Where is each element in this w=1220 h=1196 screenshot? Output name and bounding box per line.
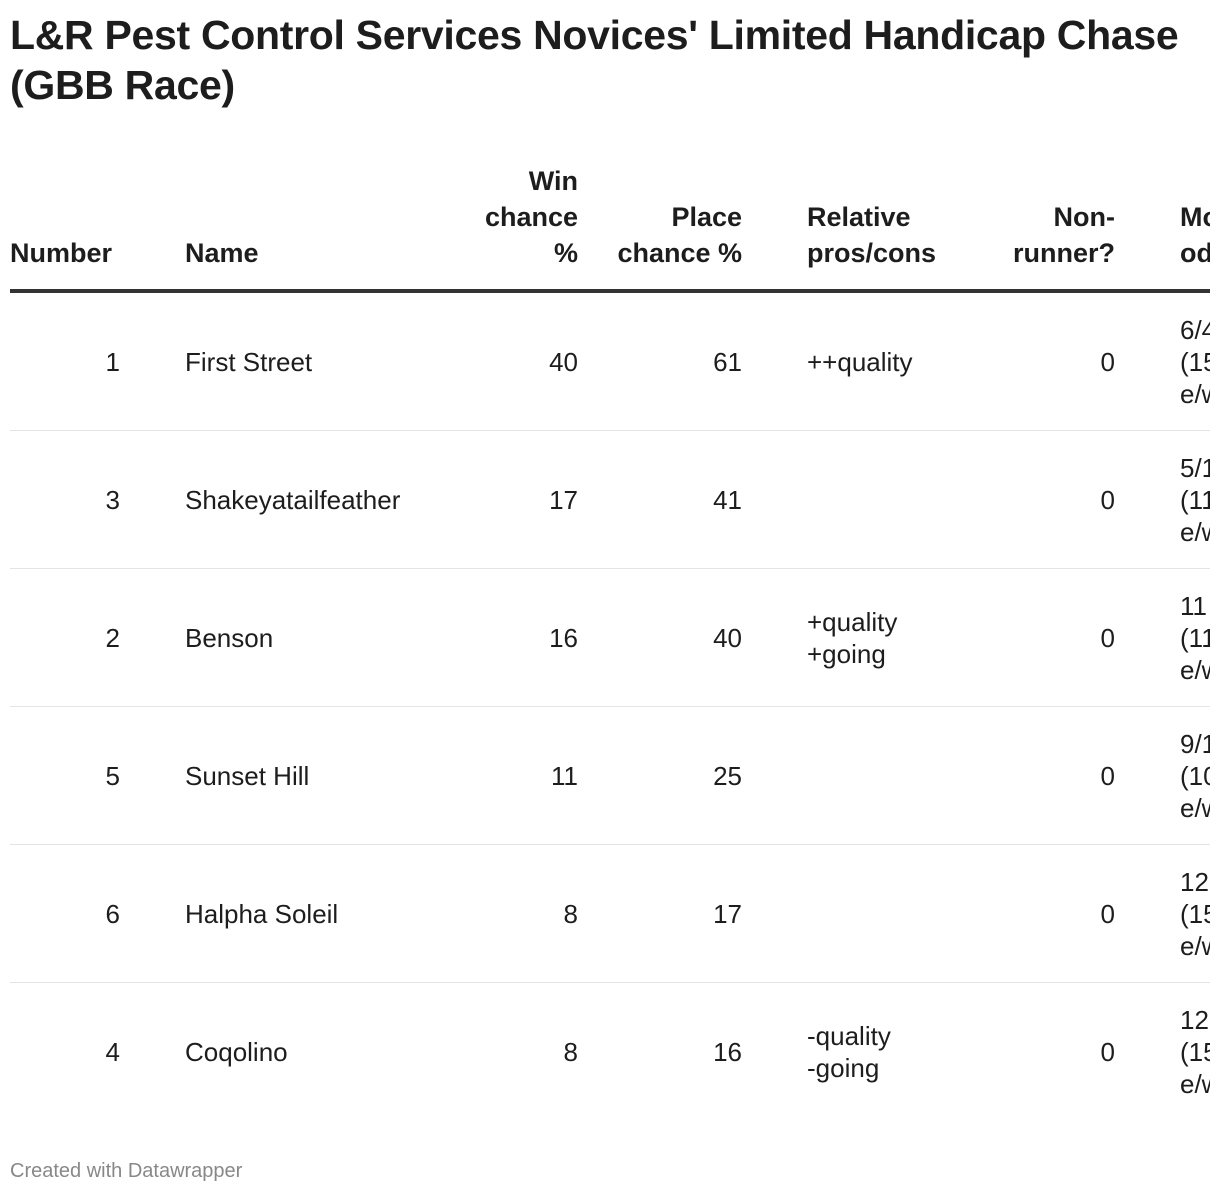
table-cell: 16	[713, 1036, 742, 1067]
table-row: 1 First Street 40 61 ++quality 0 6/4 (15 e/w	[10, 293, 1210, 431]
table-cell: 12 (15 e/w	[1180, 1004, 1210, 1099]
table-cell: 8	[563, 898, 578, 929]
table-row: 3 Shakeyatailfeather 17 41 0 5/1 (11 e/w	[10, 431, 1210, 569]
table-cell: 5	[105, 760, 120, 791]
table-cell: 9/1 (10 e/w	[1180, 728, 1210, 823]
table-cell: 25	[713, 760, 742, 791]
table-cell: 6	[105, 898, 120, 929]
table-cell: ++quality	[807, 346, 913, 377]
table-cell: 11 (11 e/w	[1180, 590, 1210, 685]
title: L&R Pest Control Services Novices' Limit…	[10, 12, 1179, 108]
header-row: Number Name Win chance % Place chance % Rela…	[10, 160, 1210, 293]
table-cell: Sunset Hill	[185, 760, 310, 791]
table-row: 4 Coqolino 8 16 -quality -going 0 12 (15 e/w	[10, 983, 1210, 1120]
table-cell: 61	[713, 346, 742, 377]
table-cell: Shakeyatailfeather	[185, 484, 401, 515]
credit: Created with Datawrapper	[10, 1160, 243, 1182]
table-cell: 0	[1100, 1036, 1115, 1067]
table-cell: 12 (15 e/w	[1180, 866, 1210, 961]
table-cell: 11	[551, 760, 578, 791]
table-row: 6 Halpha Soleil 8 17 0 12 (15 e/w	[10, 845, 1210, 983]
column-header: Relative pros/cons	[807, 202, 937, 268]
column-header: Mo od	[1180, 202, 1210, 268]
table-cell: Benson	[185, 622, 274, 653]
table-row: 2 Benson 16 40 +quality +going 0 11 (11 e/w	[10, 569, 1210, 707]
table-cell: First Street	[185, 346, 313, 377]
table-cell: 17	[713, 898, 742, 929]
table-row: 5 Sunset Hill 11 25 0 9/1 (10 e/w	[10, 707, 1210, 845]
column-header: Win chance %	[484, 166, 578, 268]
table-cell: 0	[1100, 898, 1115, 929]
table-cell: 41	[713, 484, 742, 515]
table-cell: +quality +going	[807, 606, 898, 669]
table-cell: 1	[105, 346, 120, 377]
table-cell: 16	[549, 622, 578, 653]
column-header: Number	[10, 238, 113, 268]
table-cell: -quality -going	[807, 1020, 891, 1083]
table-cell: 3	[105, 484, 120, 515]
table-cell: 6/4 (15 e/w	[1180, 314, 1210, 409]
table-cell: Halpha Soleil	[185, 898, 339, 929]
table-cell: 0	[1100, 484, 1115, 515]
column-header: Place chance %	[617, 202, 742, 268]
table-cell: 0	[1100, 622, 1115, 653]
table-cell: 4	[105, 1036, 120, 1067]
table-cell: 5/1 (11 e/w	[1180, 452, 1210, 547]
table-cell: Coqolino	[185, 1036, 288, 1067]
column-header: Name	[185, 238, 259, 268]
table-cell: 0	[1100, 760, 1115, 791]
table: Number Name Win chance % Place chance % Rela…	[10, 160, 1210, 1120]
table-cell: 40	[549, 346, 578, 377]
table-cell: 0	[1100, 346, 1115, 377]
table-cell: 17	[549, 484, 578, 515]
table-cell: 40	[713, 622, 742, 653]
column-header: Non-runner?	[1012, 202, 1115, 268]
table-cell: 2	[105, 622, 120, 653]
table-cell: 8	[563, 1036, 578, 1067]
